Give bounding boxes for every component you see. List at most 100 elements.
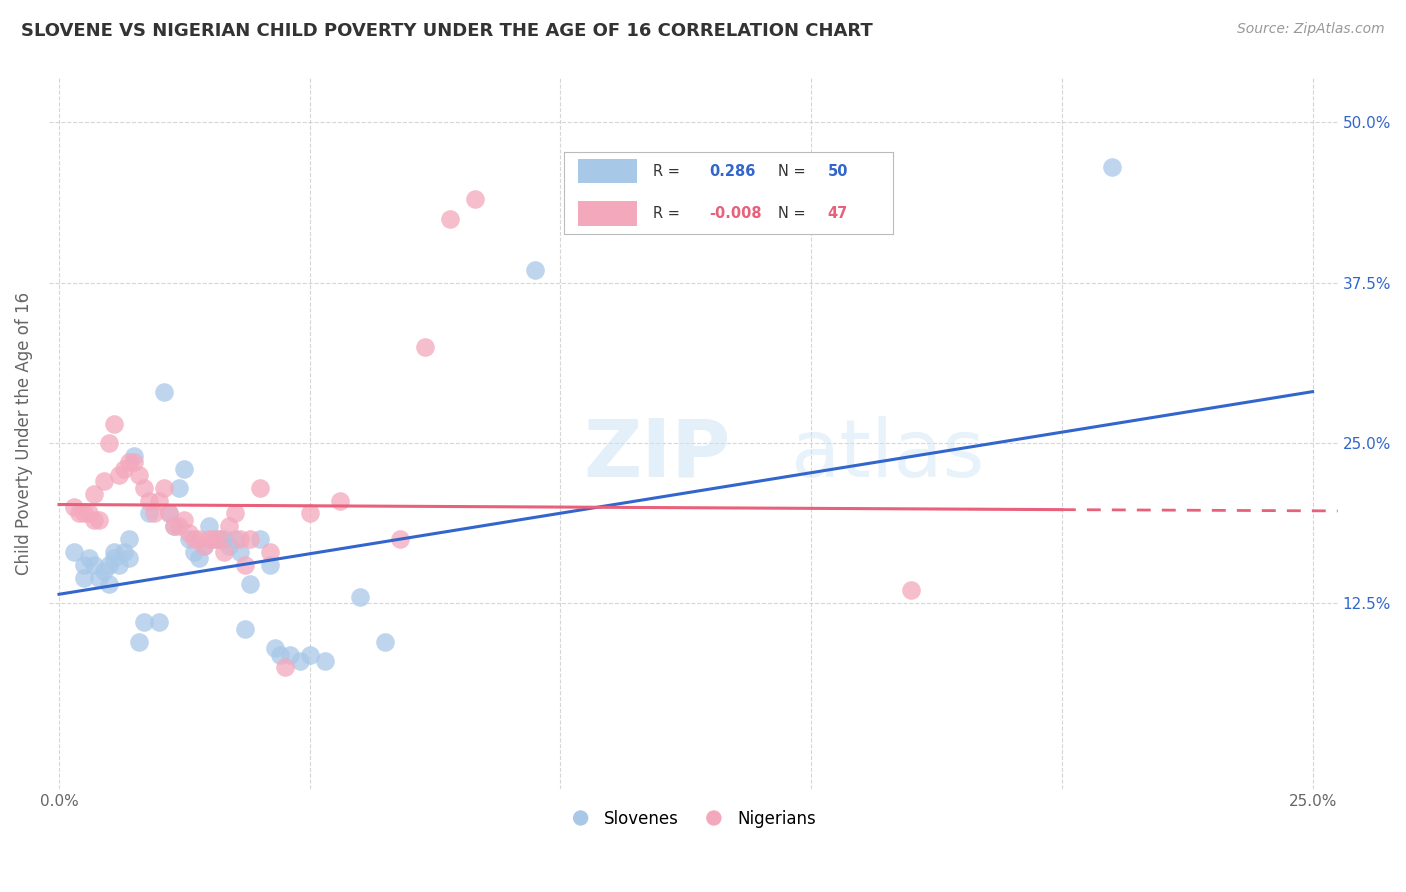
Point bbox=[103, 417, 125, 431]
Text: ZIP: ZIP bbox=[583, 416, 731, 493]
Point bbox=[118, 455, 141, 469]
Point bbox=[238, 577, 260, 591]
Point bbox=[314, 654, 336, 668]
Point bbox=[233, 622, 256, 636]
Legend: Slovenes, Nigerians: Slovenes, Nigerians bbox=[564, 803, 823, 834]
Point bbox=[112, 545, 135, 559]
Point bbox=[153, 384, 176, 399]
Point bbox=[413, 340, 436, 354]
Point bbox=[87, 513, 110, 527]
Point bbox=[204, 532, 226, 546]
Point bbox=[108, 468, 131, 483]
Point bbox=[153, 481, 176, 495]
Point bbox=[108, 558, 131, 572]
Point bbox=[208, 532, 231, 546]
Point bbox=[228, 545, 250, 559]
Point bbox=[157, 507, 180, 521]
Point bbox=[77, 507, 100, 521]
Point bbox=[1101, 160, 1123, 174]
Point bbox=[122, 449, 145, 463]
Point bbox=[193, 539, 215, 553]
Point bbox=[93, 564, 115, 578]
Text: atlas: atlas bbox=[790, 416, 984, 493]
Point bbox=[118, 551, 141, 566]
Point bbox=[122, 455, 145, 469]
Point bbox=[73, 507, 96, 521]
Point bbox=[103, 545, 125, 559]
Text: SLOVENE VS NIGERIAN CHILD POVERTY UNDER THE AGE OF 16 CORRELATION CHART: SLOVENE VS NIGERIAN CHILD POVERTY UNDER … bbox=[21, 22, 873, 40]
Point bbox=[238, 532, 260, 546]
Point bbox=[179, 525, 201, 540]
Point bbox=[198, 519, 221, 533]
Point bbox=[188, 551, 211, 566]
Point bbox=[163, 519, 186, 533]
Point bbox=[329, 493, 352, 508]
Point bbox=[218, 539, 240, 553]
Point bbox=[198, 532, 221, 546]
Point bbox=[259, 558, 281, 572]
Point bbox=[269, 648, 291, 662]
Point bbox=[228, 532, 250, 546]
Point bbox=[204, 532, 226, 546]
Point bbox=[143, 507, 166, 521]
Point bbox=[173, 461, 195, 475]
Point bbox=[273, 660, 295, 674]
Point bbox=[183, 532, 205, 546]
Point bbox=[183, 545, 205, 559]
Point bbox=[134, 615, 156, 630]
Point bbox=[524, 262, 547, 277]
Point bbox=[193, 539, 215, 553]
Point bbox=[148, 615, 170, 630]
Point bbox=[98, 558, 121, 572]
Point bbox=[128, 634, 150, 648]
Point bbox=[73, 571, 96, 585]
Point bbox=[224, 507, 246, 521]
Point bbox=[83, 513, 105, 527]
Point bbox=[208, 532, 231, 546]
Point bbox=[98, 577, 121, 591]
Point bbox=[73, 558, 96, 572]
Point bbox=[249, 532, 271, 546]
Point bbox=[388, 532, 411, 546]
Point bbox=[214, 532, 236, 546]
Point bbox=[169, 519, 191, 533]
Point bbox=[374, 634, 396, 648]
Point bbox=[298, 648, 321, 662]
Point bbox=[179, 532, 201, 546]
Point bbox=[169, 481, 191, 495]
Point bbox=[128, 468, 150, 483]
Point bbox=[103, 551, 125, 566]
Point bbox=[93, 475, 115, 489]
Point bbox=[249, 481, 271, 495]
Point bbox=[900, 583, 922, 598]
Point bbox=[218, 519, 240, 533]
Point bbox=[98, 436, 121, 450]
Point bbox=[67, 507, 90, 521]
Point bbox=[278, 648, 301, 662]
Point bbox=[148, 493, 170, 508]
Y-axis label: Child Poverty Under the Age of 16: Child Poverty Under the Age of 16 bbox=[15, 292, 32, 574]
Point bbox=[173, 513, 195, 527]
Point bbox=[83, 558, 105, 572]
Point bbox=[263, 641, 285, 656]
Point bbox=[118, 532, 141, 546]
Point bbox=[288, 654, 311, 668]
Point bbox=[224, 532, 246, 546]
Point bbox=[138, 507, 160, 521]
Point bbox=[349, 590, 371, 604]
Point bbox=[214, 545, 236, 559]
Point bbox=[134, 481, 156, 495]
Point bbox=[259, 545, 281, 559]
Point bbox=[163, 519, 186, 533]
Point bbox=[233, 558, 256, 572]
Point bbox=[63, 500, 86, 514]
Point bbox=[188, 532, 211, 546]
Point bbox=[83, 487, 105, 501]
Point bbox=[157, 507, 180, 521]
Text: Source: ZipAtlas.com: Source: ZipAtlas.com bbox=[1237, 22, 1385, 37]
Point bbox=[87, 571, 110, 585]
Point bbox=[298, 507, 321, 521]
Point bbox=[77, 551, 100, 566]
Point bbox=[112, 461, 135, 475]
Point bbox=[464, 192, 486, 206]
